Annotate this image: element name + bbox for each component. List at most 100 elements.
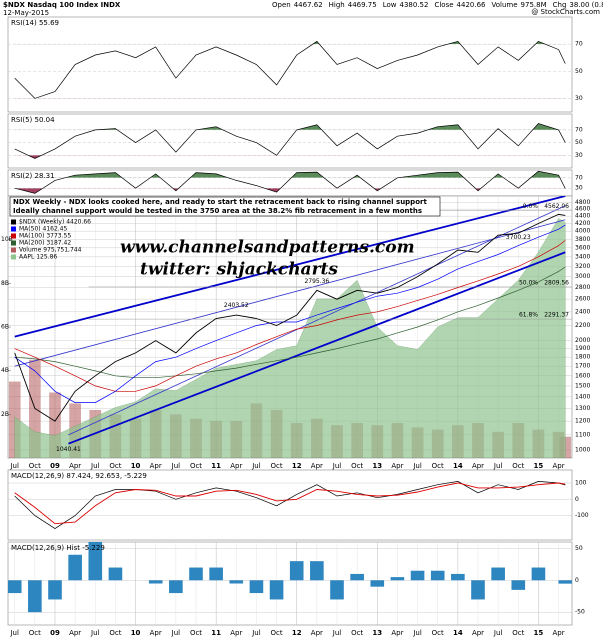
bar [169,580,183,594]
quote-value: 4469.75 [348,1,377,9]
bar [531,567,546,581]
bar [350,573,364,581]
x-tick-label: Jul [493,462,503,470]
bar [8,580,22,594]
trendline [68,205,566,436]
panel [8,40,572,99]
quote-value: 975.8M [521,1,547,9]
x-tick-label: 15 [534,462,544,470]
volume-bar [49,392,61,458]
y-tick-label: 1200 [575,418,590,425]
x-tick-label: Apr [553,629,565,637]
x-tick-label: Jul [412,462,422,470]
bar [430,570,445,581]
y-tick-label: 4600 [575,206,590,213]
bar [209,567,223,581]
watermark: twitter: shjackcharts [140,260,338,280]
y-tick-label: 0 [575,577,579,584]
legend-label: $NDX (Weekly) 4420.66 [19,219,91,226]
legend-swatch [11,226,16,232]
y-tick-label: 1900 [575,345,590,352]
line [14,224,566,403]
x-tick-label: Apr [553,462,565,470]
x-tick-label: Jul [251,629,261,637]
price-label: 2795.36 [304,278,329,285]
y-tick-label: 30 [575,95,583,102]
note-line: Ideally channel support would be tested … [13,207,422,215]
panel [8,542,572,625]
x-tick-label: Oct [271,462,283,470]
quote-label: Low [383,1,397,9]
legend-swatch [11,219,16,225]
y-tick-label: 1400 [575,393,590,400]
x-tick-label: Oct [29,462,41,470]
panel-title: RSI(2) 28.31 [11,172,55,180]
y-tick-label: 3000 [575,273,590,280]
y-tick-label: -50 [575,609,585,616]
bar [558,580,572,584]
bar [108,567,123,581]
y-tick-label: 50 [575,545,583,552]
y-tick-label: 2000 [575,337,590,344]
y-tick-label: 70 [575,126,583,133]
fib-value: 4562.06 [544,203,569,210]
legend-label: MA(50) 4162.45 [19,226,67,233]
bar [491,567,505,581]
line [14,481,566,530]
y-tick-label: 4000 [575,228,590,235]
x-tick-label: Jul [332,629,342,637]
panel-title: MACD(12,26,9) Hist -5.229 [11,544,105,552]
panel-title: RSI(14) 55.69 [11,19,59,27]
bar [68,554,82,581]
volume-tick-label: 2B [1,411,9,418]
source: @ StockCharts.com [531,8,600,16]
watermark: www.channelsandpatterns.com [120,238,415,258]
area [14,218,566,458]
x-tick-label: Oct [432,462,444,470]
x-tick-label: Jul [90,629,100,637]
line [14,482,566,525]
date: 12-May-2015 [3,9,49,17]
bar [310,561,324,581]
x-tick-label: Jul [9,629,19,637]
bar [451,573,465,581]
panel [8,481,572,530]
y-tick-label: 1300 [575,405,590,412]
trendline [14,196,566,338]
legend-label: Volume 975,751,744 [19,247,82,254]
legend-label: MA(200) 3187.42 [19,240,71,247]
x-tick-label: Apr [311,462,323,470]
y-tick-label: 1600 [575,372,590,379]
volume-tick-label: 8B [1,280,9,287]
bar [148,580,163,584]
x-tick-label: Jul [493,629,503,637]
bar [390,577,405,581]
trendline [14,219,566,367]
y-tick-label: 2800 [575,284,590,291]
y-tick-label: 2400 [575,308,590,315]
quote-label: Close [434,1,453,9]
x-tick-label: Jul [251,462,261,470]
line [14,213,566,422]
fib-label: 50.0% [519,279,538,286]
bar [511,580,526,590]
x-tick-label: Oct [512,462,524,470]
bar [370,580,385,587]
x-tick-label: Apr [69,462,81,470]
rsi-zone-fill [14,41,566,45]
quote-label: Open [272,1,291,9]
legend-label: AAPL 125.86 [19,254,57,261]
quote-label: Volume [491,1,517,9]
line [14,40,566,99]
bar [249,580,264,594]
panel [8,196,572,458]
bar [289,561,304,581]
fib-value: 2809.56 [544,279,569,286]
x-tick-label: Apr [472,629,484,637]
y-tick-label: 70 [575,174,583,181]
x-tick-label: Oct [351,462,363,470]
legend-label: MA(100) 3773.55 [19,233,71,240]
volume-tick-label: 4B [1,367,9,374]
quote: Open 4467.62 High 4469.75 Low 4380.52 Close 442… [272,1,603,9]
